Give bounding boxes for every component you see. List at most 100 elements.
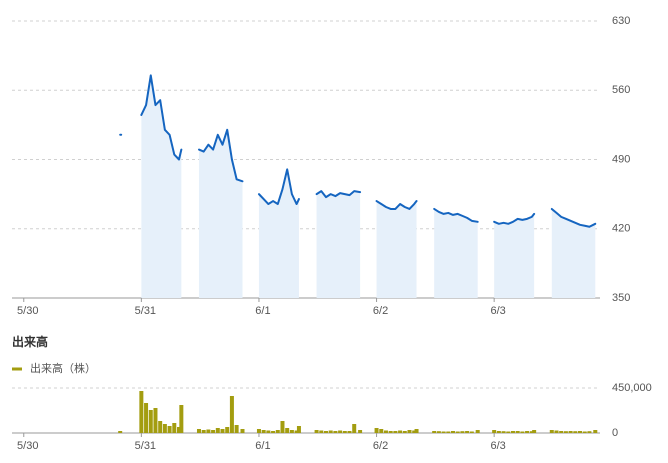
volume-bar — [229, 396, 234, 433]
x-tick-label: 6/2 — [373, 440, 388, 452]
volume-bar — [549, 430, 554, 433]
volume-bar — [289, 430, 294, 433]
volume-bar — [593, 430, 598, 433]
x-tick-label: 6/3 — [491, 440, 506, 452]
volume-bar — [225, 427, 230, 433]
volume-bar — [379, 429, 384, 433]
volume-bar — [215, 428, 220, 433]
volume-bar — [319, 430, 324, 433]
volume-bar — [206, 429, 211, 433]
volume-title: 出来高 — [12, 334, 48, 349]
volume-bar — [554, 430, 559, 433]
x-tick-label: 5/31 — [135, 440, 156, 452]
volume-bar — [158, 421, 163, 433]
volume-bar — [240, 429, 245, 433]
volume-bar — [529, 431, 534, 433]
volume-bar — [568, 431, 573, 433]
volume-bar — [176, 427, 181, 433]
volume-bar — [374, 428, 379, 433]
volume-bar — [510, 431, 515, 433]
volume-bar — [532, 430, 537, 433]
volume-bar — [393, 431, 398, 433]
volume-bar — [414, 429, 419, 433]
price-line — [375, 200, 418, 210]
volume-bar — [525, 431, 530, 433]
price-area — [551, 208, 596, 298]
volume-bar — [358, 430, 363, 433]
volume-bar — [451, 431, 455, 433]
volume-bar — [496, 431, 501, 433]
volume-bar — [407, 430, 412, 433]
volume-bar — [383, 430, 388, 433]
x-tick-label: 6/1 — [255, 305, 270, 317]
volume-bar — [388, 431, 393, 433]
volume-bar — [172, 423, 177, 433]
volume-bar — [460, 431, 465, 433]
volume-bar — [271, 431, 276, 433]
volume-bar — [296, 426, 301, 433]
legend-label: 出来高（株） — [30, 361, 96, 375]
volume-bar — [314, 430, 319, 433]
volume-bar — [144, 403, 149, 433]
volume-bar — [118, 431, 123, 433]
volume-bar — [559, 431, 564, 433]
volume-bar — [275, 430, 280, 433]
x-tick-label: 6/1 — [255, 440, 270, 452]
volume-bar — [469, 431, 474, 433]
volume-bar — [201, 430, 206, 433]
volume-bar — [432, 431, 437, 433]
price-line — [433, 207, 479, 223]
volume-bar — [280, 421, 285, 433]
volume-bar — [436, 431, 441, 433]
price-line — [197, 128, 244, 183]
volume-bar — [578, 431, 583, 433]
volume-bar — [398, 430, 403, 433]
volume-bar — [492, 430, 497, 433]
y-tick-label: 450,000 — [612, 382, 652, 394]
price-area — [316, 191, 361, 298]
volume-bar — [196, 429, 201, 433]
y-tick-label: 560 — [612, 84, 630, 96]
volume-bar — [256, 429, 261, 433]
volume-bar — [455, 431, 460, 433]
volume-bar — [338, 430, 343, 433]
volume-bar — [179, 405, 184, 433]
y-tick-label: 420 — [612, 223, 630, 235]
volume-bar — [573, 431, 578, 433]
volume-bar — [211, 430, 216, 433]
volume-bar — [220, 429, 225, 433]
y-tick-label: 350 — [612, 292, 630, 304]
x-tick-label: 5/31 — [135, 305, 156, 317]
price-area — [258, 169, 299, 298]
volume-bar — [501, 431, 506, 433]
price-area — [141, 75, 182, 299]
volume-bar — [515, 431, 520, 433]
volume-bar — [153, 408, 158, 433]
volume-bar — [285, 428, 290, 433]
x-tick-label: 5/30 — [17, 440, 38, 452]
volume-bar — [333, 431, 338, 433]
volume-bar — [323, 431, 328, 433]
volume-bar — [520, 431, 525, 433]
price-area — [376, 201, 417, 298]
volume-bar — [446, 431, 451, 433]
volume-bar — [148, 410, 153, 433]
volume-bar — [139, 391, 144, 433]
volume-bar — [582, 431, 587, 433]
price-line — [257, 168, 300, 206]
x-tick-label: 6/3 — [491, 305, 506, 317]
volume-bar — [412, 430, 417, 433]
volume-bar — [167, 426, 172, 433]
volume-bar — [328, 430, 333, 433]
price-line — [315, 190, 362, 199]
volume-bar — [347, 431, 352, 433]
price-line — [550, 207, 597, 228]
y-tick-label: 630 — [612, 15, 630, 27]
price-area — [198, 129, 243, 298]
volume-bar — [465, 431, 470, 433]
volume-bar — [342, 431, 347, 433]
x-tick-label: 5/30 — [17, 305, 38, 317]
x-tick-label: 6/2 — [373, 305, 388, 317]
